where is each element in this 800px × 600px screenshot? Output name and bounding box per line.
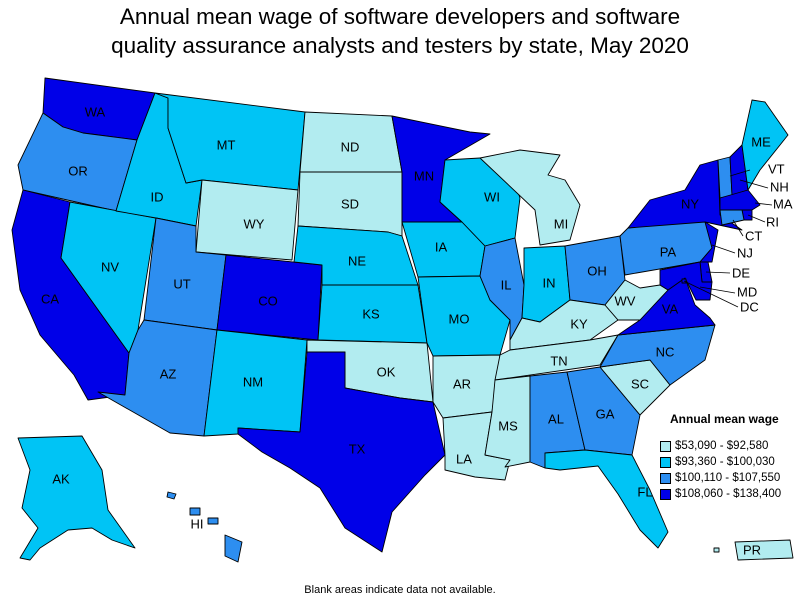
legend-swatch (660, 456, 671, 468)
state-label-ny: NY (681, 196, 699, 211)
state-label-az: AZ (160, 366, 177, 381)
state-label-wv: WV (615, 293, 636, 308)
state-label-ks: KS (362, 306, 380, 321)
state-label-mi: MI (554, 216, 568, 231)
state-label-al: AL (548, 411, 564, 426)
state-label-pr: PR (743, 542, 761, 557)
legend-swatch (660, 472, 671, 484)
state-label-nc: NC (656, 344, 675, 359)
state-label-mo: MO (449, 311, 470, 326)
state-label-sd: SD (341, 196, 359, 211)
legend-label: $100,110 - $107,550 (675, 472, 781, 484)
state-label-co: CO (258, 293, 278, 308)
state-ak[interactable] (17, 435, 136, 561)
state-fl[interactable] (544, 449, 669, 549)
state-label-ct: CT (745, 228, 762, 243)
state-label-wy: WY (244, 216, 265, 231)
state-label-ma: MA (773, 196, 793, 211)
state-label-nm: NM (243, 374, 263, 389)
state-label-ut: UT (173, 276, 190, 291)
state-label-ne: NE (348, 253, 366, 268)
state-label-id: ID (151, 189, 164, 204)
state-label-wi: WI (484, 189, 500, 204)
legend-label: $108,060 - $138,400 (675, 488, 782, 500)
legend-swatch (660, 440, 671, 452)
state-label-pa: PA (660, 244, 677, 259)
state-mi[interactable] (479, 149, 581, 246)
state-label-ia: IA (435, 239, 448, 254)
state-wi[interactable] (439, 157, 521, 247)
state-label-md: MD (737, 284, 757, 299)
state-label-hi: HI (191, 516, 204, 531)
state-tx[interactable] (237, 351, 446, 553)
legend-label: $93,360 - $100,030 (675, 456, 775, 468)
state-label-or: OR (68, 163, 88, 178)
state-ga[interactable] (566, 366, 641, 456)
state-label-in: IN (543, 275, 556, 290)
state-hi[interactable] (224, 534, 243, 563)
legend-item: $108,060 - $138,400 (660, 486, 800, 502)
state-hi-islands[interactable] (166, 491, 219, 525)
state-pr-islands[interactable] (713, 547, 720, 553)
state-label-wa: WA (85, 104, 106, 119)
state-label-ak: AK (52, 471, 70, 486)
state-label-ms: MS (498, 418, 518, 433)
legend-title: Annual mean wage (670, 412, 779, 426)
state-ma[interactable] (719, 189, 761, 211)
state-label-me: ME (751, 134, 771, 149)
legend-label: $53,090 - $92,580 (675, 440, 769, 452)
northeast-label-leaders (683, 169, 773, 308)
state-label-tn: TN (550, 353, 567, 368)
map-title: Annual mean wage of software developers … (111, 4, 689, 58)
state-pr[interactable] (734, 539, 794, 561)
state-label-de: DE (732, 265, 750, 280)
state-label-ok: OK (377, 364, 396, 379)
state-label-ar: AR (453, 376, 471, 391)
state-label-dc: DC (740, 299, 759, 314)
state-label-tx: TX (349, 441, 366, 456)
state-label-fl: FL (637, 484, 652, 499)
state-label-ca: CA (41, 291, 59, 306)
state-wy[interactable] (195, 179, 299, 261)
state-ct[interactable] (719, 209, 745, 226)
legend-item: $53,090 - $92,580 (660, 438, 800, 454)
state-label-oh: OH (587, 263, 607, 278)
state-label-nh: NH (770, 179, 789, 194)
state-label-sc: SC (631, 376, 649, 391)
state-md[interactable] (659, 261, 713, 301)
legend-item: $93,360 - $100,030 (660, 454, 800, 470)
state-label-mt: MT (217, 137, 236, 152)
state-label-vt: VT (768, 161, 785, 176)
state-label-nv: NV (101, 259, 119, 274)
state-label-va: VA (662, 301, 679, 316)
state-label-ri: RI (766, 214, 779, 229)
state-label-la: LA (456, 451, 472, 466)
state-label-nd: ND (341, 139, 360, 154)
state-label-ky: KY (570, 316, 588, 331)
legend-item: $100,110 - $107,550 (660, 470, 800, 486)
state-label-nj: NJ (737, 245, 753, 260)
legend-swatch (660, 488, 671, 500)
state-label-mn: MN (414, 168, 434, 183)
map-legend: Annual mean wage $53,090 - $92,580 $93,3… (660, 412, 800, 502)
state-label-il: IL (501, 277, 512, 292)
state-label-ga: GA (596, 406, 615, 421)
footnote: Blank areas indicate data not available. (304, 584, 496, 596)
